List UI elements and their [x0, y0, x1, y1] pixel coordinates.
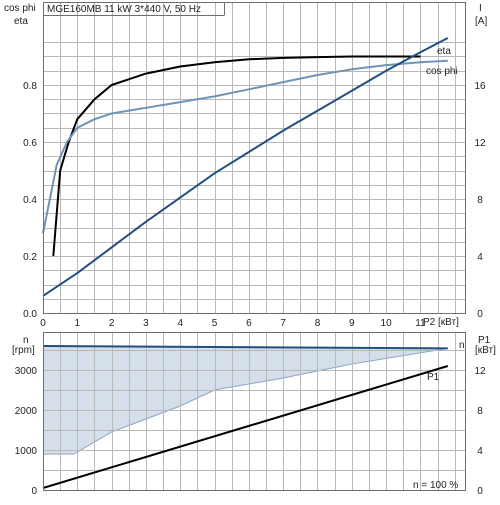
- x-tick-label: 11: [415, 318, 426, 329]
- frame-layer: [43, 2, 466, 491]
- bottom-y-left-tick-label: 2000: [15, 406, 38, 417]
- speed-range-shaded-area: [43, 346, 448, 454]
- y-left-tick-label: 0.8: [23, 81, 37, 92]
- series-label-cos-phi: cos phi: [426, 66, 458, 77]
- bottom-left-axis-title-2: [rpm]: [12, 345, 35, 356]
- y-right-tick-label: 0: [477, 309, 483, 320]
- x-tick-label: 6: [246, 318, 252, 329]
- series-label-p1: P1: [427, 372, 440, 383]
- bottom-right-axis-title-2: [кВт]: [475, 345, 496, 356]
- text-layer: MGE160MB 11 kW 3*440 V, 50 Hz cos phi et…: [4, 3, 496, 497]
- y-left-tick-label: 0.4: [23, 195, 37, 206]
- x-tick-label: 5: [212, 318, 218, 329]
- x-axis-title: P2 [кВт]: [423, 317, 459, 328]
- series-layer: [42, 37, 449, 489]
- series-label-eta: eta: [437, 46, 451, 57]
- bottom-y-right-tick-label: 12: [474, 366, 486, 377]
- series-line-I: [42, 37, 449, 297]
- y-right-tick-label: 16: [474, 81, 486, 92]
- series-line-P1: [42, 365, 449, 489]
- y-left-tick-label: 0.2: [23, 252, 37, 263]
- bottom-y-right-tick-label: 4: [477, 446, 483, 457]
- x-tick-label: 1: [75, 318, 81, 329]
- y-right-tick-label: 4: [477, 252, 483, 263]
- top-right-axis-title-2: [A]: [475, 16, 487, 27]
- x-tick-label: 7: [280, 318, 286, 329]
- bottom-y-left-tick-label: 3000: [15, 366, 38, 377]
- x-tick-label: 4: [177, 318, 183, 329]
- speed-annotation: n = 100 %: [413, 480, 458, 491]
- grid-layer: [43, 2, 465, 490]
- bottom-y-right-tick-label: 8: [477, 406, 483, 417]
- bottom-y-left-tick-label: 0: [31, 486, 37, 497]
- bottom-plot-frame: [43, 332, 466, 491]
- x-tick-label: 2: [109, 318, 115, 329]
- x-tick-label: 10: [381, 318, 393, 329]
- top-plot-frame: [43, 2, 466, 314]
- top-right-axis-title-1: I: [479, 3, 482, 14]
- y-left-tick-label: 0.0: [23, 309, 37, 320]
- y-left-tick-label: 0.6: [23, 138, 37, 149]
- series-label-n: n: [459, 340, 465, 351]
- x-tick-label: 8: [315, 318, 321, 329]
- bottom-y-right-tick-label: 0: [477, 486, 483, 497]
- x-tick-label: 3: [143, 318, 149, 329]
- y-right-tick-label: 8: [477, 195, 483, 206]
- bottom-right-axis-title-1: P1: [478, 335, 491, 346]
- series-line-cos-phi: [42, 59, 448, 234]
- fill-layer: [43, 346, 448, 455]
- bottom-left-axis-title-1: n: [23, 335, 29, 346]
- series-line-n: [42, 345, 448, 350]
- x-tick-label: 9: [349, 318, 355, 329]
- bottom-y-left-tick-label: 1000: [15, 446, 38, 457]
- y-right-tick-label: 12: [474, 138, 486, 149]
- top-left-axis-title-1: cos phi: [4, 3, 36, 14]
- top-left-axis-title-2: eta: [14, 16, 28, 27]
- chart-title: MGE160MB 11 kW 3*440 V, 50 Hz: [47, 4, 201, 15]
- x-tick-label: 0: [40, 318, 46, 329]
